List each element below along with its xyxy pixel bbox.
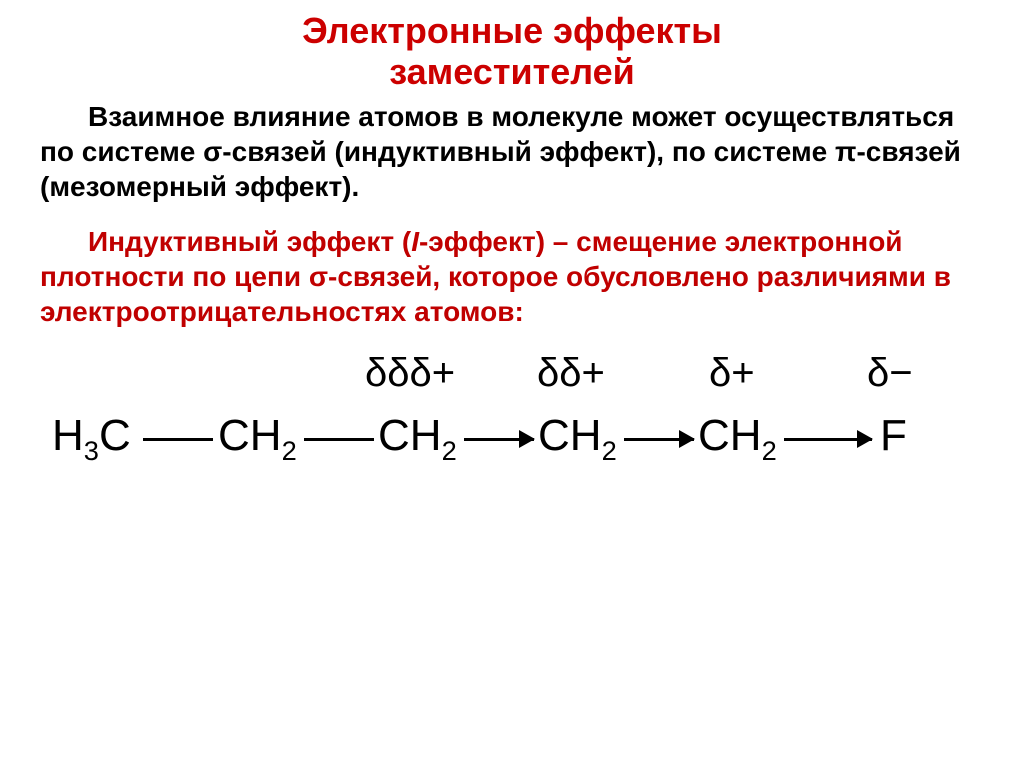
def-sigma: σ — [309, 261, 328, 292]
atom-1: CH2 — [218, 411, 297, 461]
delta-1: δδ+ — [537, 351, 605, 396]
bond-2 — [464, 438, 534, 441]
delta-3: δ− — [867, 351, 913, 396]
definition-paragraph: Индуктивный эффект (I-эффект) – смещение… — [40, 224, 984, 329]
intro-paragraph: Взаимное влияние атомов в молекуле может… — [40, 99, 984, 204]
atom-3: CH2 — [538, 411, 617, 461]
bond-0 — [143, 438, 213, 441]
atom-0: H3C — [52, 411, 131, 461]
atom-4: CH2 — [698, 411, 777, 461]
chain-row: H3C CH2 CH2 CH2 CH2 F — [40, 411, 984, 471]
formula: δδδ+ δδ+ δ+ δ− H3C CH2 CH2 CH2 CH2 F — [40, 343, 984, 503]
atom-2: CH2 — [378, 411, 457, 461]
title-line-2: заместителей — [389, 51, 635, 92]
def-lead-2: -эффект) – — [419, 226, 576, 257]
para-pi: π — [835, 136, 856, 167]
delta-2: δ+ — [709, 351, 755, 396]
para-part-2: -связей (индуктивный эффект), по системе — [222, 136, 835, 167]
atom-5: F — [880, 411, 907, 461]
slide-title: Электронные эффекты заместителей — [40, 10, 984, 93]
bond-3 — [624, 438, 694, 441]
bond-4 — [784, 438, 872, 441]
delta-0: δδδ+ — [365, 351, 455, 396]
def-italic-i: I — [411, 226, 419, 257]
bond-1 — [304, 438, 374, 441]
para-sigma: σ — [203, 136, 222, 167]
def-lead-1: Индуктивный эффект ( — [88, 226, 411, 257]
title-line-1: Электронные эффекты — [302, 10, 722, 51]
